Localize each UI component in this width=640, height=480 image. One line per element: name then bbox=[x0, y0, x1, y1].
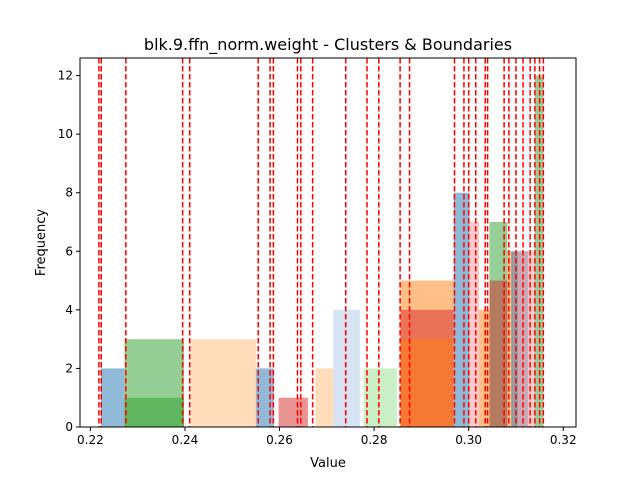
histogram-bar bbox=[363, 368, 397, 427]
histogram-bar bbox=[333, 309, 360, 427]
histogram-bar bbox=[453, 192, 470, 427]
plot-frame bbox=[79, 57, 577, 428]
histogram-bar bbox=[315, 368, 334, 427]
histogram-bar bbox=[400, 339, 454, 427]
y-tick-label: 2 bbox=[65, 361, 73, 375]
y-tick-label: 10 bbox=[58, 127, 73, 141]
chart-title: blk.9.ffn_norm.weight - Clusters & Bound… bbox=[144, 35, 512, 55]
x-tick-label: 0.28 bbox=[361, 433, 388, 447]
histogram-bar bbox=[517, 251, 535, 427]
y-axis-ticks: 0 2 4 6 8 10 12 bbox=[58, 69, 80, 434]
y-tick-label: 12 bbox=[58, 69, 73, 83]
boundary-lines-layer bbox=[98, 58, 545, 427]
y-tick-label: 8 bbox=[65, 186, 73, 200]
x-tick-label: 0.24 bbox=[172, 433, 199, 447]
histogram-bar bbox=[100, 368, 125, 427]
x-tick-label: 0.22 bbox=[77, 433, 104, 447]
x-tick-label: 0.32 bbox=[550, 433, 577, 447]
histogram-bar bbox=[190, 339, 256, 427]
histogram-bar bbox=[124, 397, 185, 427]
y-axis-label: Frequency bbox=[34, 209, 49, 276]
x-axis-ticks: 0.22 0.24 0.26 0.28 0.30 0.32 bbox=[77, 427, 577, 447]
histogram-bar bbox=[489, 280, 508, 427]
histogram-bar bbox=[479, 309, 490, 427]
y-tick-label: 0 bbox=[65, 420, 73, 434]
y-tick-label: 4 bbox=[65, 303, 73, 317]
x-tick-label: 0.30 bbox=[455, 433, 482, 447]
histogram-bar bbox=[278, 397, 308, 427]
x-axis-label: Value bbox=[310, 456, 346, 471]
y-tick-label: 6 bbox=[65, 244, 73, 258]
x-tick-label: 0.26 bbox=[266, 433, 293, 447]
bars-layer bbox=[100, 75, 544, 428]
histogram-bar bbox=[469, 222, 480, 427]
